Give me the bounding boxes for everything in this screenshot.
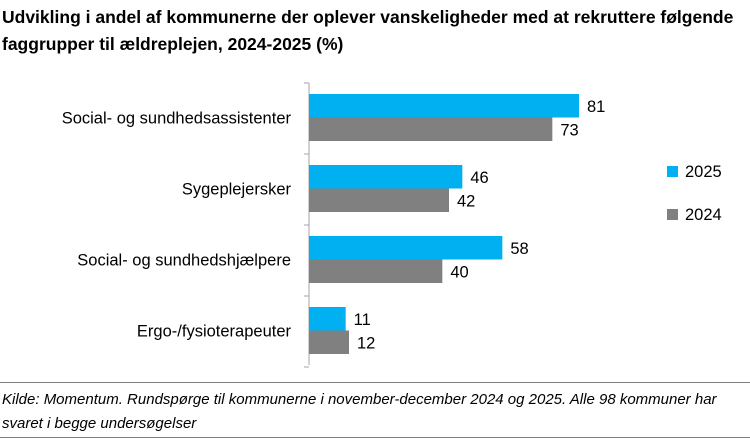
data-label: 81 [587,98,605,116]
legend-swatch-2024 [667,209,678,220]
bar-2024 [309,259,443,283]
legend-swatch-2025 [667,166,678,177]
legend-label: 2025 [685,163,722,181]
data-label: 46 [470,169,488,187]
bar-2025 [309,94,579,118]
category-label: Sygeplejersker [182,181,292,199]
bar-2024 [309,117,553,141]
data-label: 58 [510,240,528,258]
bar-2024 [309,330,349,354]
data-label: 42 [457,192,475,210]
data-label: 12 [357,334,375,352]
chart-title: Udvikling i andel af kommunerne der ople… [2,7,734,54]
divider-bottom [0,437,750,438]
bar-2024 [309,188,449,212]
data-label: 11 [354,311,371,329]
data-label: 73 [560,121,578,139]
category-label: Social- og sundhedshjælpere [77,252,291,270]
category-label: Social- og sundhedsassistenter [62,110,292,128]
bar-2025 [309,236,503,260]
source-footnote: Kilde: Momentum. Rundspørge til kommuner… [2,391,717,432]
divider [0,382,750,383]
category-label: Ergo-/fysioterapeuter [137,323,292,341]
bar-2025 [309,165,463,189]
legend-label: 2024 [685,206,722,224]
bar-2025 [309,307,346,331]
data-label: 40 [450,263,468,281]
